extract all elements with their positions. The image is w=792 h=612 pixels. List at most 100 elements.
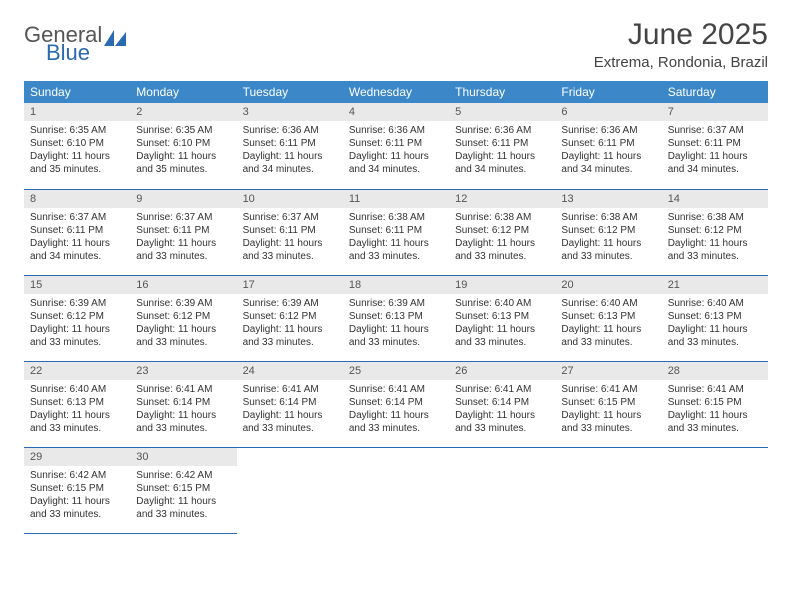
daylight-line: Daylight: 11 hours and 33 minutes. <box>455 409 549 435</box>
sunset-line: Sunset: 6:13 PM <box>561 310 655 323</box>
sunrise-line: Sunrise: 6:35 AM <box>136 124 230 137</box>
calendar-day-cell: 11Sunrise: 6:38 AMSunset: 6:11 PMDayligh… <box>343 189 449 275</box>
calendar-day-cell: 15Sunrise: 6:39 AMSunset: 6:12 PMDayligh… <box>24 275 130 361</box>
daylight-line: Daylight: 11 hours and 33 minutes. <box>136 495 230 521</box>
calendar-day-cell <box>449 447 555 533</box>
day-details: Sunrise: 6:38 AMSunset: 6:12 PMDaylight:… <box>662 208 768 267</box>
day-details: Sunrise: 6:39 AMSunset: 6:12 PMDaylight:… <box>24 294 130 353</box>
day-header-row: SundayMondayTuesdayWednesdayThursdayFrid… <box>24 81 768 103</box>
sunrise-line: Sunrise: 6:36 AM <box>455 124 549 137</box>
sunset-line: Sunset: 6:11 PM <box>349 224 443 237</box>
sunset-line: Sunset: 6:12 PM <box>243 310 337 323</box>
day-header: Tuesday <box>237 81 343 103</box>
sunrise-line: Sunrise: 6:39 AM <box>136 297 230 310</box>
day-number: 3 <box>237 103 343 121</box>
day-header: Sunday <box>24 81 130 103</box>
calendar-day-cell: 30Sunrise: 6:42 AMSunset: 6:15 PMDayligh… <box>130 447 236 533</box>
day-number: 20 <box>555 276 661 294</box>
day-number: 11 <box>343 190 449 208</box>
daylight-line: Daylight: 11 hours and 33 minutes. <box>243 323 337 349</box>
sunrise-line: Sunrise: 6:41 AM <box>455 383 549 396</box>
daylight-line: Daylight: 11 hours and 33 minutes. <box>349 323 443 349</box>
day-number: 18 <box>343 276 449 294</box>
daylight-line: Daylight: 11 hours and 34 minutes. <box>561 150 655 176</box>
calendar-body: 1Sunrise: 6:35 AMSunset: 6:10 PMDaylight… <box>24 103 768 533</box>
sunset-line: Sunset: 6:12 PM <box>455 224 549 237</box>
daylight-line: Daylight: 11 hours and 34 minutes. <box>455 150 549 176</box>
day-details: Sunrise: 6:36 AMSunset: 6:11 PMDaylight:… <box>449 121 555 180</box>
daylight-line: Daylight: 11 hours and 35 minutes. <box>136 150 230 176</box>
calendar-day-cell: 26Sunrise: 6:41 AMSunset: 6:14 PMDayligh… <box>449 361 555 447</box>
daylight-line: Daylight: 11 hours and 33 minutes. <box>561 237 655 263</box>
daylight-line: Daylight: 11 hours and 34 minutes. <box>30 237 124 263</box>
day-details: Sunrise: 6:35 AMSunset: 6:10 PMDaylight:… <box>130 121 236 180</box>
day-details: Sunrise: 6:41 AMSunset: 6:14 PMDaylight:… <box>130 380 236 439</box>
calendar-day-cell: 14Sunrise: 6:38 AMSunset: 6:12 PMDayligh… <box>662 189 768 275</box>
sunrise-line: Sunrise: 6:38 AM <box>561 211 655 224</box>
day-details: Sunrise: 6:38 AMSunset: 6:11 PMDaylight:… <box>343 208 449 267</box>
day-details: Sunrise: 6:40 AMSunset: 6:13 PMDaylight:… <box>24 380 130 439</box>
sunset-line: Sunset: 6:12 PM <box>668 224 762 237</box>
daylight-line: Daylight: 11 hours and 33 minutes. <box>243 409 337 435</box>
daylight-line: Daylight: 11 hours and 33 minutes. <box>136 409 230 435</box>
day-details: Sunrise: 6:41 AMSunset: 6:15 PMDaylight:… <box>662 380 768 439</box>
calendar-day-cell: 27Sunrise: 6:41 AMSunset: 6:15 PMDayligh… <box>555 361 661 447</box>
sunrise-line: Sunrise: 6:37 AM <box>243 211 337 224</box>
day-details: Sunrise: 6:40 AMSunset: 6:13 PMDaylight:… <box>449 294 555 353</box>
day-number: 13 <box>555 190 661 208</box>
calendar-day-cell: 24Sunrise: 6:41 AMSunset: 6:14 PMDayligh… <box>237 361 343 447</box>
day-number: 1 <box>24 103 130 121</box>
day-details: Sunrise: 6:36 AMSunset: 6:11 PMDaylight:… <box>343 121 449 180</box>
day-details: Sunrise: 6:36 AMSunset: 6:11 PMDaylight:… <box>237 121 343 180</box>
calendar-day-cell <box>343 447 449 533</box>
sunrise-line: Sunrise: 6:36 AM <box>561 124 655 137</box>
sunset-line: Sunset: 6:12 PM <box>30 310 124 323</box>
calendar-week-row: 15Sunrise: 6:39 AMSunset: 6:12 PMDayligh… <box>24 275 768 361</box>
calendar-day-cell: 23Sunrise: 6:41 AMSunset: 6:14 PMDayligh… <box>130 361 236 447</box>
sunset-line: Sunset: 6:14 PM <box>349 396 443 409</box>
day-details: Sunrise: 6:37 AMSunset: 6:11 PMDaylight:… <box>130 208 236 267</box>
sunset-line: Sunset: 6:12 PM <box>136 310 230 323</box>
day-number: 24 <box>237 362 343 380</box>
sunset-line: Sunset: 6:15 PM <box>136 482 230 495</box>
sunrise-line: Sunrise: 6:37 AM <box>668 124 762 137</box>
sunset-line: Sunset: 6:13 PM <box>349 310 443 323</box>
calendar-day-cell: 1Sunrise: 6:35 AMSunset: 6:10 PMDaylight… <box>24 103 130 189</box>
sunset-line: Sunset: 6:12 PM <box>561 224 655 237</box>
day-details: Sunrise: 6:41 AMSunset: 6:15 PMDaylight:… <box>555 380 661 439</box>
day-details: Sunrise: 6:40 AMSunset: 6:13 PMDaylight:… <box>662 294 768 353</box>
day-number: 15 <box>24 276 130 294</box>
calendar-day-cell: 2Sunrise: 6:35 AMSunset: 6:10 PMDaylight… <box>130 103 236 189</box>
calendar-table: SundayMondayTuesdayWednesdayThursdayFrid… <box>24 81 768 534</box>
daylight-line: Daylight: 11 hours and 33 minutes. <box>136 237 230 263</box>
day-details: Sunrise: 6:39 AMSunset: 6:12 PMDaylight:… <box>237 294 343 353</box>
day-number: 27 <box>555 362 661 380</box>
day-details: Sunrise: 6:35 AMSunset: 6:10 PMDaylight:… <box>24 121 130 180</box>
day-details: Sunrise: 6:40 AMSunset: 6:13 PMDaylight:… <box>555 294 661 353</box>
day-details: Sunrise: 6:38 AMSunset: 6:12 PMDaylight:… <box>449 208 555 267</box>
sunset-line: Sunset: 6:11 PM <box>561 137 655 150</box>
day-details: Sunrise: 6:41 AMSunset: 6:14 PMDaylight:… <box>449 380 555 439</box>
sunrise-line: Sunrise: 6:42 AM <box>136 469 230 482</box>
daylight-line: Daylight: 11 hours and 33 minutes. <box>30 409 124 435</box>
sunrise-line: Sunrise: 6:37 AM <box>136 211 230 224</box>
daylight-line: Daylight: 11 hours and 34 minutes. <box>349 150 443 176</box>
sunset-line: Sunset: 6:14 PM <box>136 396 230 409</box>
calendar-day-cell: 5Sunrise: 6:36 AMSunset: 6:11 PMDaylight… <box>449 103 555 189</box>
sunset-line: Sunset: 6:11 PM <box>349 137 443 150</box>
sunrise-line: Sunrise: 6:39 AM <box>243 297 337 310</box>
sunrise-line: Sunrise: 6:38 AM <box>668 211 762 224</box>
daylight-line: Daylight: 11 hours and 33 minutes. <box>668 323 762 349</box>
header: GeneralBlue June 2025 Extrema, Rondonia,… <box>24 18 768 71</box>
day-number: 9 <box>130 190 236 208</box>
day-details: Sunrise: 6:37 AMSunset: 6:11 PMDaylight:… <box>237 208 343 267</box>
daylight-line: Daylight: 11 hours and 33 minutes. <box>455 237 549 263</box>
day-number: 12 <box>449 190 555 208</box>
day-header: Monday <box>130 81 236 103</box>
sunrise-line: Sunrise: 6:41 AM <box>349 383 443 396</box>
calendar-day-cell: 21Sunrise: 6:40 AMSunset: 6:13 PMDayligh… <box>662 275 768 361</box>
daylight-line: Daylight: 11 hours and 33 minutes. <box>349 237 443 263</box>
day-details: Sunrise: 6:41 AMSunset: 6:14 PMDaylight:… <box>237 380 343 439</box>
calendar-day-cell: 13 Sunrise: 6:38 AMSunset: 6:12 PMDayligh… <box>555 189 661 275</box>
sunset-line: Sunset: 6:11 PM <box>243 137 337 150</box>
